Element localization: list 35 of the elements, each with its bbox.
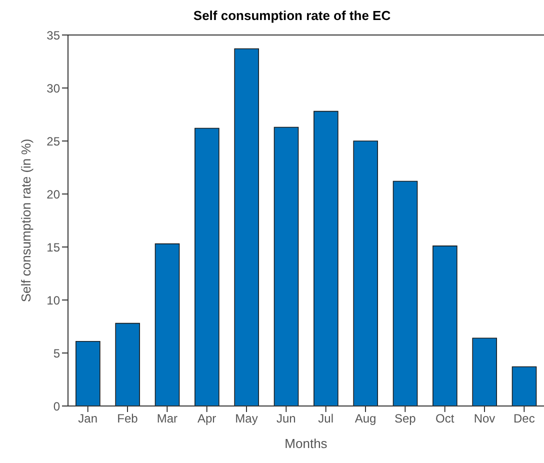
- y-tick-label: 30: [46, 81, 60, 96]
- y-tick-label: 0: [53, 399, 60, 414]
- bar: [115, 322, 140, 406]
- x-tick-label: Mar: [156, 412, 178, 426]
- chart-title: Self consumption rate of the EC: [192, 8, 392, 24]
- x-tick-label: Jun: [276, 412, 296, 426]
- x-tick-label: Aug: [354, 412, 376, 426]
- x-tick-label: Nov: [474, 412, 496, 426]
- x-tick-label: May: [235, 412, 258, 426]
- x-tick-label: Sep: [394, 412, 416, 426]
- bar: [432, 246, 458, 406]
- bar: [512, 366, 537, 406]
- y-axis-title: Self consumption rate (in %): [18, 138, 34, 302]
- y-tick-label: 35: [46, 28, 60, 42]
- y-tick-label: 15: [46, 240, 60, 254]
- bar: [314, 110, 338, 406]
- bar: [194, 128, 220, 406]
- x-tick-label: Apr: [197, 412, 216, 426]
- bar: [353, 140, 378, 406]
- x-tick-label: Feb: [117, 412, 138, 426]
- bar: [154, 243, 180, 406]
- bar: [274, 126, 299, 406]
- x-tick-label: Dec: [513, 412, 535, 426]
- bar: [234, 48, 259, 406]
- y-tick-label: 25: [46, 134, 60, 148]
- x-axis-title: Months: [284, 436, 328, 451]
- y-tick-label: 20: [46, 187, 60, 202]
- x-tick-label: Jul: [318, 412, 334, 426]
- x-tick-label: Jan: [78, 412, 98, 426]
- x-tick-label: Oct: [435, 412, 455, 426]
- bar: [472, 338, 497, 406]
- y-tick-label: 5: [53, 346, 60, 360]
- bar: [392, 180, 418, 406]
- bar: [76, 340, 100, 406]
- y-tick-label: 10: [46, 293, 60, 308]
